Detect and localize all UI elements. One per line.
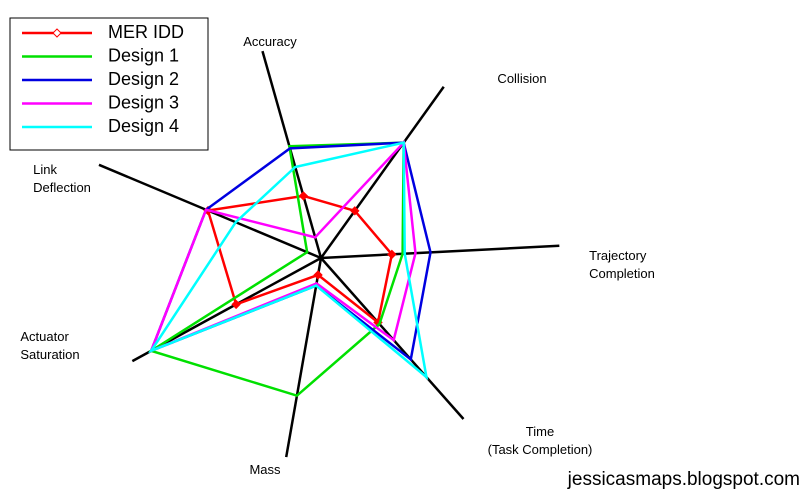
legend-marker: [52, 28, 62, 38]
marker: [387, 249, 397, 260]
series-line: [147, 141, 429, 381]
marker: [313, 270, 323, 280]
series-line: [148, 141, 405, 398]
axis-label: Trajectory Completion: [589, 248, 655, 281]
legend-label: MER IDD: [108, 22, 184, 42]
marker: [350, 206, 360, 216]
axis-label: Collision: [497, 71, 547, 86]
legend-label: Design 1: [108, 45, 179, 65]
axis-label: Time (Task Completion): [487, 424, 593, 457]
legend-label: Design 3: [108, 92, 179, 112]
axis-label: Accuracy: [243, 34, 297, 49]
series-line: [148, 139, 417, 354]
marker: [231, 299, 241, 310]
axis-label: Actuator Saturation: [20, 329, 80, 362]
credit: jessicasmaps.blogspot.com: [567, 469, 800, 490]
series-line: [206, 194, 394, 325]
marker: [298, 191, 309, 201]
legend-label: Design 4: [108, 116, 179, 136]
legend-label: Design 2: [108, 69, 179, 89]
axis-label: Mass: [249, 462, 281, 477]
axis-line: [284, 257, 323, 458]
axis-line: [319, 86, 445, 259]
axis-line: [320, 244, 560, 260]
axis-label: Link Deflection: [33, 162, 91, 195]
